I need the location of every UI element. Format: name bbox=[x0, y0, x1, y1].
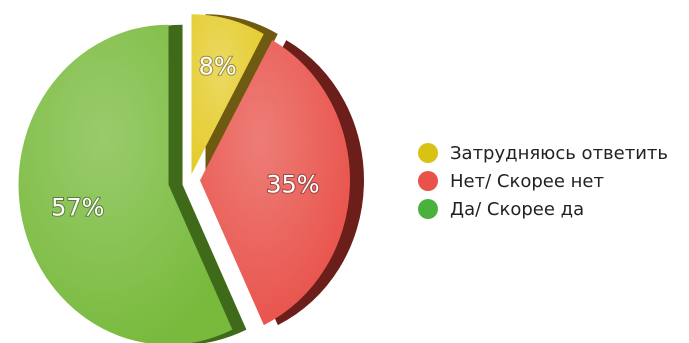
legend: Затрудняюсь ответить Нет/ Скорее нет Да/… bbox=[418, 139, 668, 223]
legend-label: Затрудняюсь ответить bbox=[450, 142, 669, 164]
legend-item-yes: Да/ Скорее да bbox=[418, 195, 668, 223]
legend-dot-yellow bbox=[418, 143, 438, 163]
legend-dot-green bbox=[418, 199, 438, 219]
pie-value-label-yes: 57% bbox=[51, 193, 104, 221]
pie-slice-shine-hard-to-answer bbox=[191, 14, 264, 175]
pie-value-labels: 8% 35% 57% bbox=[50, 52, 321, 223]
pie-value-label-no: 35% bbox=[266, 170, 319, 198]
legend-label: Нет/ Скорее нет bbox=[450, 170, 604, 192]
legend-item-hard-to-answer: Затрудняюсь ответить bbox=[418, 139, 668, 167]
pie-value-label-hard-to-answer: 8% bbox=[199, 53, 237, 81]
legend-item-no: Нет/ Скорее нет bbox=[418, 167, 668, 195]
legend-dot-red bbox=[418, 171, 438, 191]
legend-label: Да/ Скорее да bbox=[450, 198, 585, 220]
pie-slice-shine-no bbox=[199, 40, 350, 326]
pie-slice-shine-yes bbox=[18, 24, 233, 343]
pie-slices bbox=[18, 14, 350, 343]
